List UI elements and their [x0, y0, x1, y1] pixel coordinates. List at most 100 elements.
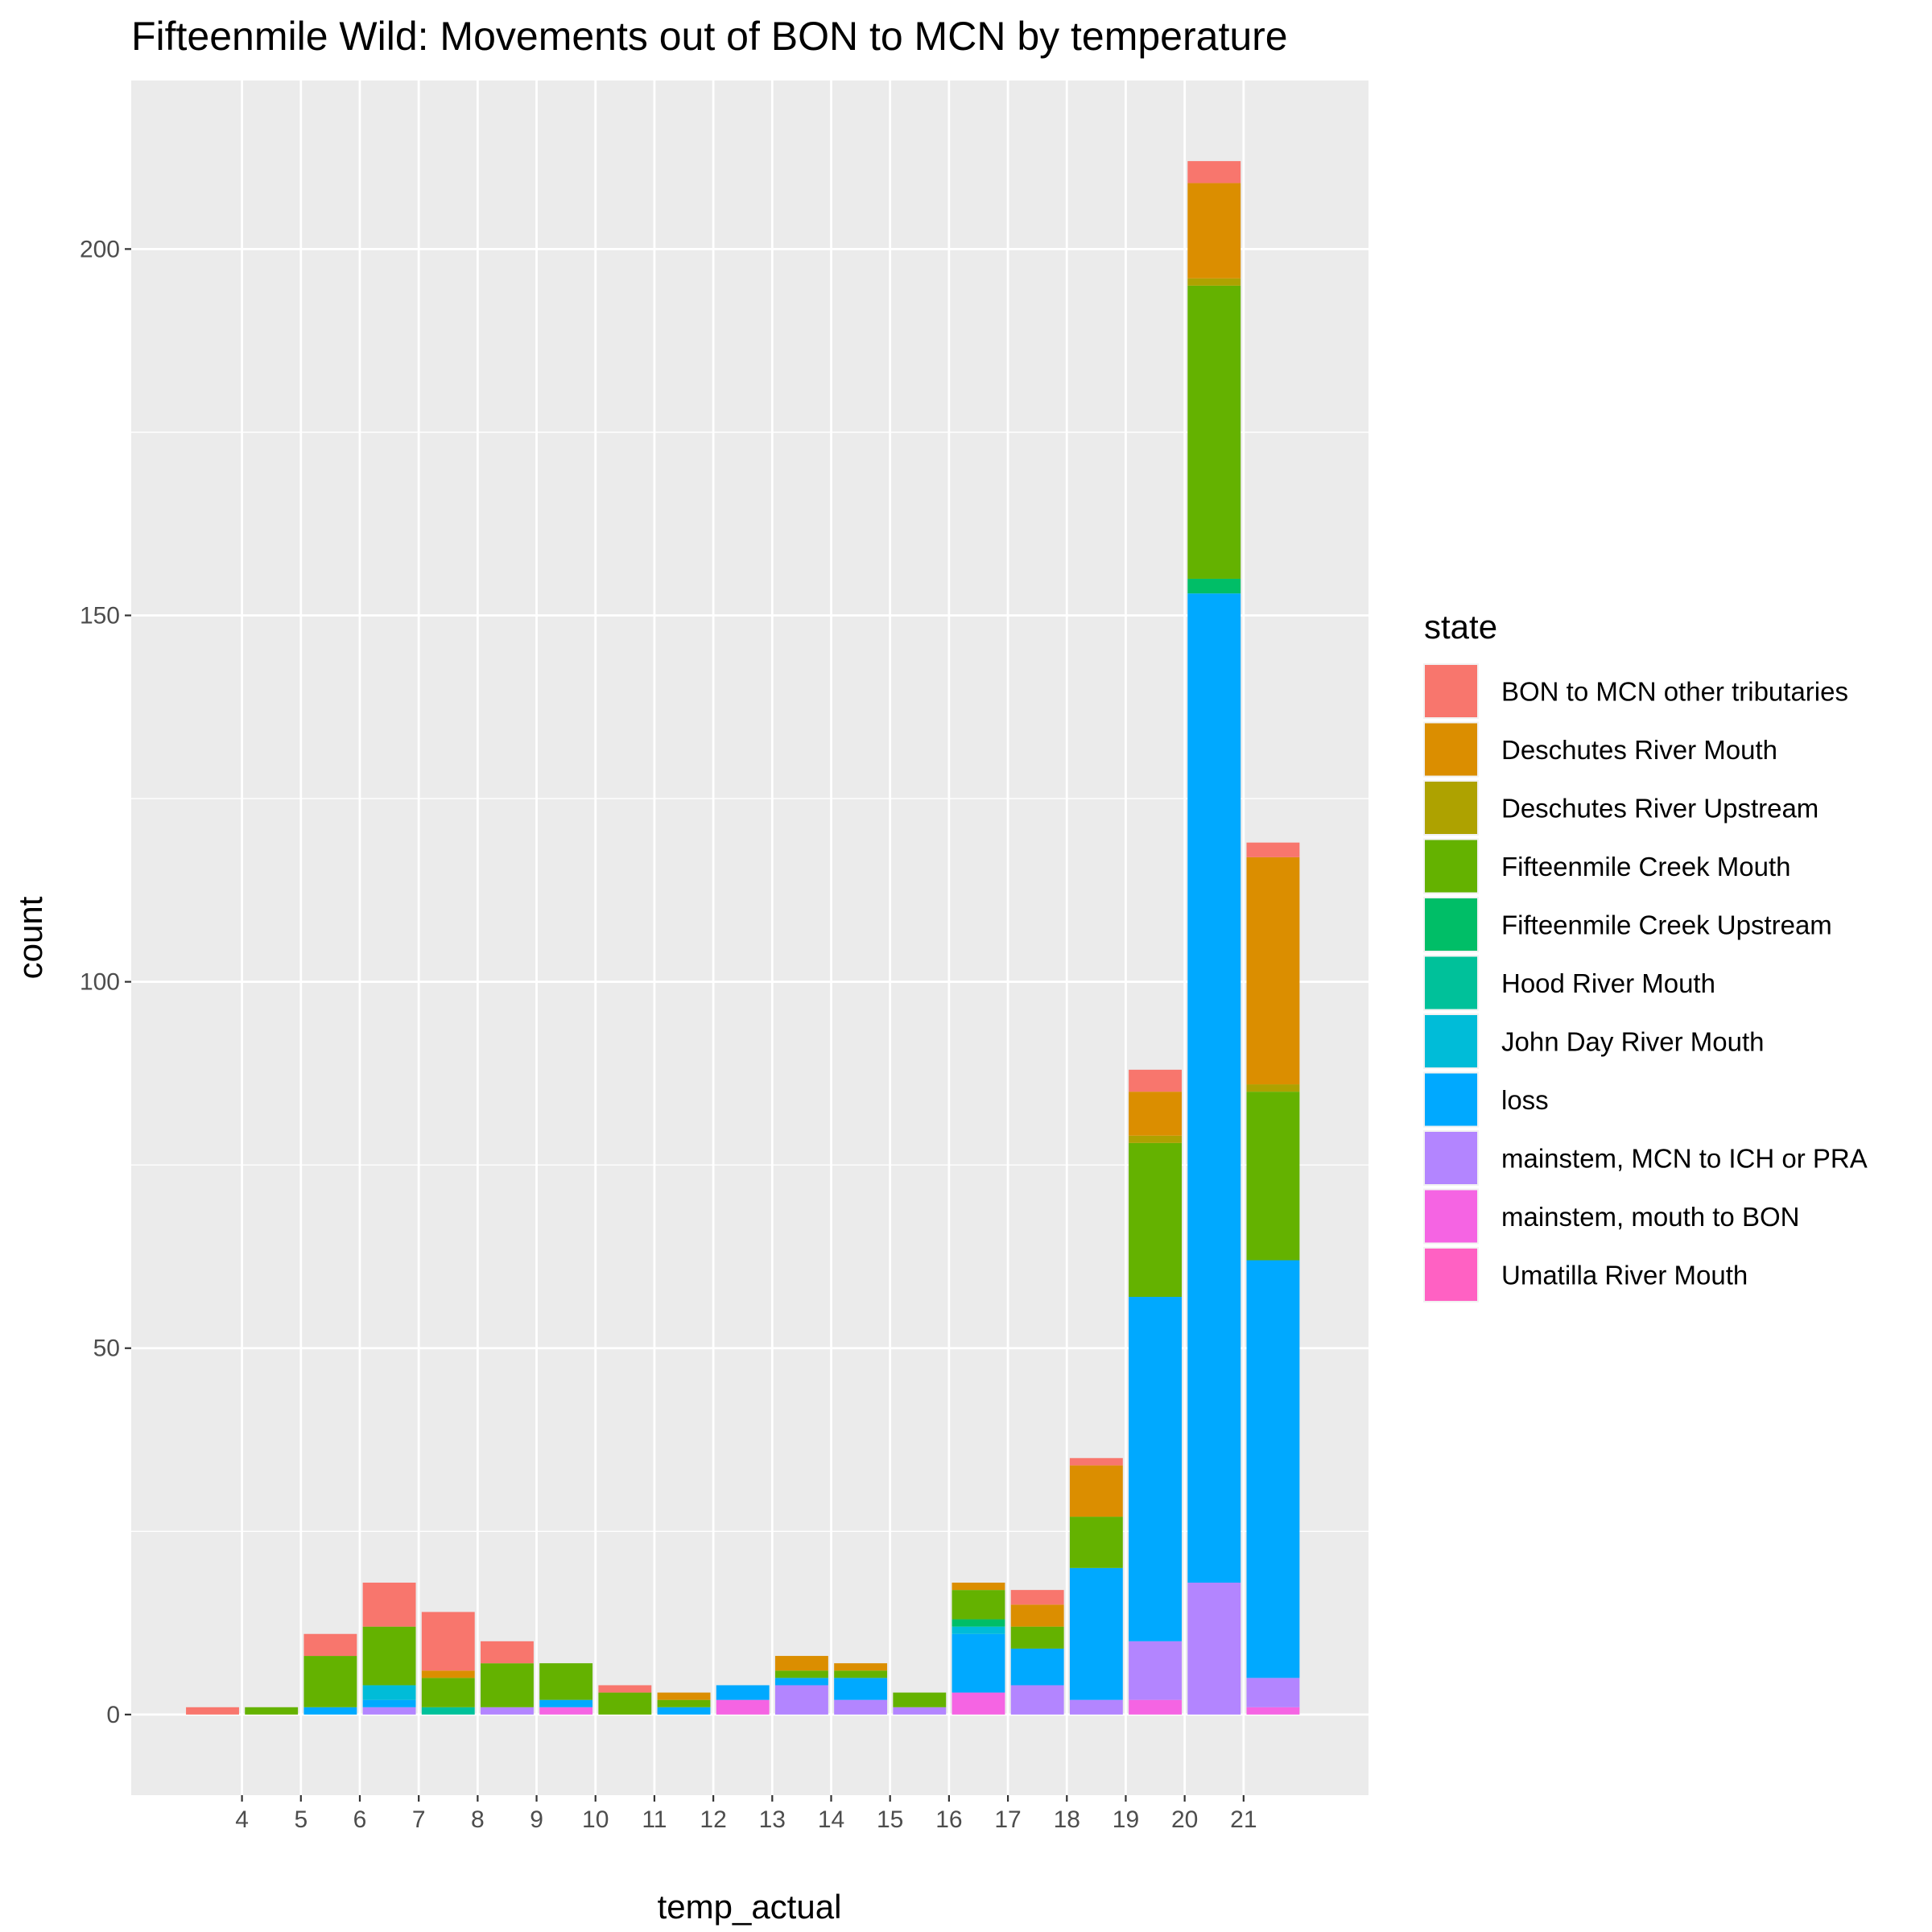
- x-tick-label: 18: [1054, 1806, 1080, 1833]
- bar-segment: [716, 1699, 770, 1715]
- bar-segment: [952, 1590, 1005, 1620]
- bar-segment: [1069, 1458, 1123, 1466]
- bars: [186, 161, 1300, 1715]
- x-tick-label: 17: [994, 1806, 1021, 1833]
- bar-segment: [598, 1685, 652, 1693]
- bar-segment: [1187, 578, 1241, 594]
- x-tick-label: 4: [235, 1806, 249, 1833]
- x-tick-label: 21: [1230, 1806, 1257, 1833]
- bar-segment: [657, 1692, 711, 1700]
- legend-label: mainstem, MCN to ICH or PRA: [1501, 1144, 1868, 1174]
- bar-segment: [893, 1692, 947, 1707]
- legend-label: loss: [1501, 1085, 1549, 1115]
- bar-segment: [834, 1699, 888, 1715]
- plot-panel: [131, 80, 1368, 1795]
- bar-segment: [1129, 1641, 1182, 1700]
- bar-segment: [1246, 1084, 1300, 1092]
- bar-segment: [834, 1670, 888, 1678]
- bar-segment: [1010, 1604, 1064, 1627]
- bar-segment: [303, 1707, 357, 1715]
- y-tick-label: 50: [93, 1335, 120, 1362]
- bar-segment: [1187, 593, 1241, 1583]
- legend-label: Umatilla River Mouth: [1501, 1261, 1748, 1290]
- bar-segment: [1246, 1092, 1300, 1261]
- bar-segment: [657, 1707, 711, 1715]
- bar-segment: [1246, 1707, 1300, 1715]
- legend-label: Fifteenmile Creek Upstream: [1501, 910, 1832, 940]
- x-tick-label: 10: [582, 1806, 609, 1833]
- x-axis-title: temp_actual: [658, 1888, 842, 1926]
- legend: state BON to MCN other tributaries Deschu…: [1423, 608, 1868, 1302]
- y-tick-label: 0: [106, 1702, 120, 1728]
- x-tick-label: 19: [1113, 1806, 1139, 1833]
- bar-segment: [1129, 1092, 1182, 1136]
- x-tick-label: 13: [759, 1806, 786, 1833]
- x-tick-label: 14: [818, 1806, 844, 1833]
- x-tick-label: 9: [530, 1806, 543, 1833]
- bar-segment: [362, 1626, 416, 1686]
- bar-segment: [245, 1707, 299, 1715]
- bar-segment: [1246, 1678, 1300, 1707]
- legend-title: state: [1424, 608, 1497, 646]
- bar-segment: [1069, 1465, 1123, 1517]
- x-tick-label: 7: [412, 1806, 426, 1833]
- y-tick-label: 100: [80, 969, 120, 996]
- bar-segment: [1187, 285, 1241, 579]
- bar-segment: [1010, 1648, 1064, 1686]
- bar-segment: [1246, 857, 1300, 1085]
- legend-label: Deschutes River Upstream: [1501, 794, 1818, 824]
- legend-key: [1425, 840, 1477, 893]
- bar-segment: [421, 1707, 475, 1715]
- legend-label: Fifteenmile Creek Mouth: [1501, 852, 1790, 881]
- bar-segment: [362, 1699, 416, 1707]
- bar-segment: [952, 1692, 1005, 1715]
- x-tick-label: 8: [471, 1806, 485, 1833]
- bar-segment: [362, 1707, 416, 1715]
- grid-lines: [131, 80, 1368, 1795]
- bar-segment: [1187, 183, 1241, 279]
- bar-segment: [952, 1583, 1005, 1591]
- bar-segment: [1069, 1699, 1123, 1715]
- bar-segment: [952, 1626, 1005, 1634]
- x-axis: 4 5 6 7 8 9 10 11 12 13 14 15 16 17 18 19 20 21: [235, 1795, 1257, 1833]
- legend-label: John Day River Mouth: [1501, 1027, 1764, 1057]
- bar-segment: [716, 1685, 770, 1700]
- bar-segment: [1129, 1069, 1182, 1092]
- bar-segment: [1187, 278, 1241, 286]
- legend-label: mainstem, mouth to BON: [1501, 1202, 1799, 1232]
- bar-segment: [481, 1663, 534, 1707]
- legend-key: [1425, 898, 1477, 951]
- y-tick-label: 200: [80, 236, 120, 262]
- bar-segment: [481, 1707, 534, 1715]
- bar-segment: [1010, 1626, 1064, 1649]
- bar-segment: [1246, 1260, 1300, 1678]
- bar-segment: [774, 1678, 828, 1686]
- legend-key: [1425, 956, 1477, 1009]
- bar-segment: [1069, 1517, 1123, 1568]
- bar-segment: [774, 1656, 828, 1671]
- bar-segment: [893, 1707, 947, 1715]
- legend-key: [1425, 1249, 1477, 1301]
- bar-segment: [952, 1633, 1005, 1693]
- bar-segment: [774, 1685, 828, 1715]
- bar-segment: [362, 1583, 416, 1627]
- legend-key: [1425, 1073, 1477, 1126]
- bar-segment: [303, 1633, 357, 1657]
- x-tick-label: 5: [294, 1806, 308, 1833]
- bar-segment: [1129, 1142, 1182, 1298]
- x-tick-label: 16: [935, 1806, 962, 1833]
- bar-segment: [834, 1678, 888, 1700]
- bar-segment: [1010, 1685, 1064, 1715]
- bar-segment: [186, 1707, 239, 1715]
- bar-segment: [952, 1619, 1005, 1627]
- bar-segment: [1129, 1135, 1182, 1143]
- legend-key: [1425, 1015, 1477, 1067]
- bar-segment: [1129, 1699, 1182, 1715]
- bar-segment: [834, 1663, 888, 1671]
- bar-segment: [1246, 842, 1300, 857]
- bar-segment: [303, 1656, 357, 1707]
- legend-key: [1425, 665, 1477, 717]
- legend-key: [1425, 1190, 1477, 1243]
- x-tick-label: 15: [877, 1806, 903, 1833]
